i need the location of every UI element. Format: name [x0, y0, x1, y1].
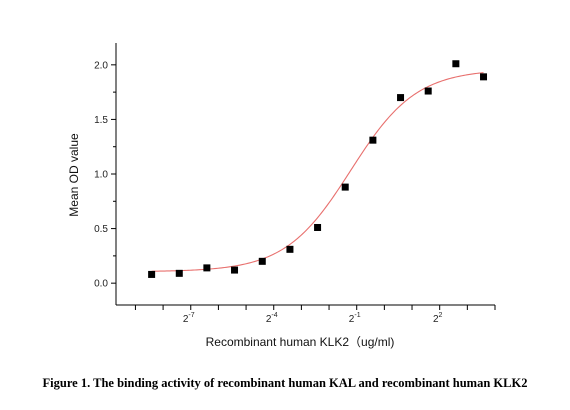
data-point	[175, 269, 183, 277]
y-axis-title: Mean OD value	[67, 133, 81, 217]
x-tick-label: 2-4	[266, 312, 278, 325]
data-point	[397, 94, 405, 102]
x-tick-exponent: 2	[439, 312, 443, 319]
x-tick-label: 2-1	[349, 312, 361, 325]
data-point	[480, 73, 488, 81]
tick-labels: 0.00.51.01.52.02-7 2-4 2-1 22	[94, 60, 442, 325]
x-axis-title: Recombinant human KLK2（ug/ml)	[206, 335, 395, 349]
y-tick-label: 1.5	[94, 115, 108, 126]
fit-curve-group	[151, 72, 484, 272]
x-tick-label: 22	[433, 312, 443, 325]
data-point	[369, 136, 377, 144]
chart: 0.00.51.01.52.02-7 2-4 2-1 22 Mean OD value…	[67, 43, 496, 349]
y-tick-label: 2.0	[94, 60, 108, 71]
y-tick-label: 0.5	[94, 224, 108, 235]
data-point	[231, 266, 239, 274]
x-tick-exponent: -1	[354, 312, 360, 319]
y-tick-label: 0.0	[94, 279, 108, 290]
data-point	[286, 245, 294, 253]
axes	[111, 43, 496, 310]
x-tick-exponent: -4	[271, 312, 277, 319]
y-tick-label: 1.0	[94, 170, 108, 181]
data-point	[341, 183, 349, 191]
x-tick-label: 2-7	[183, 312, 195, 325]
data-points	[148, 60, 488, 278]
data-point	[424, 87, 432, 95]
x-tick-exponent: -7	[188, 312, 194, 319]
data-point	[452, 60, 460, 68]
data-point	[203, 264, 211, 272]
data-point	[314, 223, 322, 231]
fit-curve	[151, 72, 484, 272]
data-point	[148, 270, 156, 278]
figure-caption: Figure 1. The binding activity of recomb…	[42, 376, 528, 390]
data-point	[258, 257, 266, 265]
